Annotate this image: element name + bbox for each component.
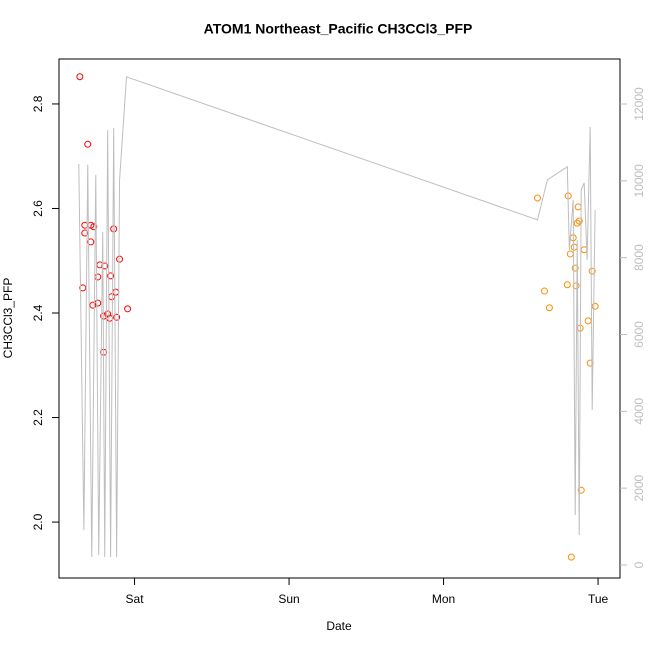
point <box>588 267 596 275</box>
y2-tick-label: 10000 <box>632 164 646 198</box>
y2-tick-label: 4000 <box>632 398 646 425</box>
point <box>110 225 118 233</box>
point <box>87 238 95 246</box>
x-tick-label: Mon <box>432 592 455 606</box>
point <box>591 302 599 310</box>
y-tick-label: 2.2 <box>31 409 45 426</box>
y2-tick-label: 2000 <box>632 474 646 501</box>
point <box>577 486 585 494</box>
x-tick-label: Sun <box>278 592 299 606</box>
point <box>90 223 98 231</box>
x-axis-label: Date <box>326 619 352 633</box>
point <box>101 262 109 270</box>
point <box>81 229 89 237</box>
y2-tick-label: 8000 <box>632 244 646 271</box>
point <box>79 284 87 292</box>
point <box>572 282 580 290</box>
y-tick-label: 2.4 <box>31 304 45 321</box>
point <box>567 553 575 561</box>
point <box>545 304 553 312</box>
point <box>116 255 124 263</box>
point <box>575 217 583 225</box>
point <box>107 272 115 280</box>
y-tick-label: 2.6 <box>31 200 45 217</box>
point <box>84 140 92 148</box>
plot-frame <box>58 58 621 579</box>
point <box>104 310 112 318</box>
y-tick-label: 2.0 <box>31 513 45 530</box>
point <box>563 281 571 289</box>
line <box>78 76 596 557</box>
y2-tick-label: 12000 <box>632 87 646 121</box>
y-axis-label: CH3CCl3_PFP <box>1 278 15 359</box>
chart-title: ATOM1 Northeast_Pacific CH3CCl3_PFP <box>204 21 473 37</box>
y2-tick-label: 0 <box>632 561 646 568</box>
point <box>76 73 84 81</box>
point <box>571 264 579 272</box>
point <box>124 305 132 313</box>
point <box>113 313 121 321</box>
y-tick-label: 2.8 <box>31 95 45 112</box>
x-tick-label: Sat <box>126 592 145 606</box>
point <box>540 287 548 295</box>
y2-tick-label: 6000 <box>632 321 646 348</box>
x-tick-label: Tue <box>588 592 609 606</box>
point <box>533 194 541 202</box>
point <box>573 219 581 227</box>
